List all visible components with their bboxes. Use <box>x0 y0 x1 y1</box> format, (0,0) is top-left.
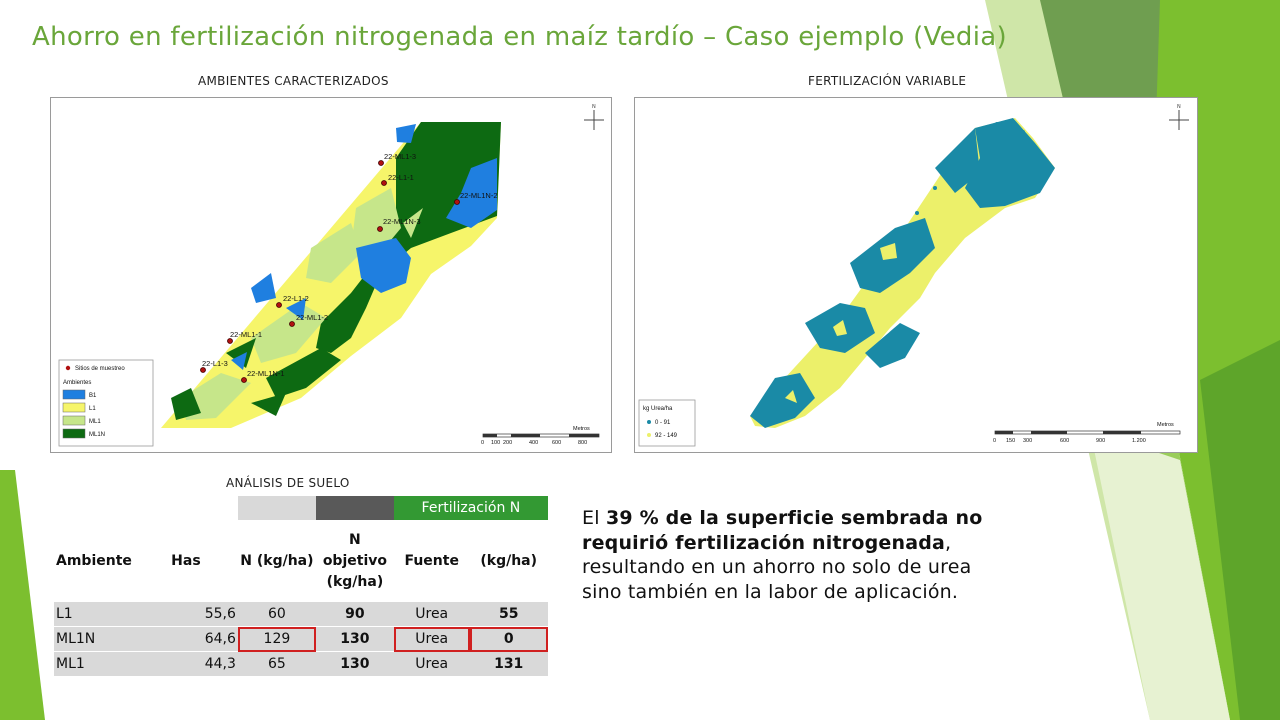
svg-text:800: 800 <box>578 440 587 446</box>
header-ambiente: Ambiente <box>56 553 132 569</box>
svg-text:600: 600 <box>1060 438 1069 444</box>
table-caption: ANÁLISIS DE SUELO <box>226 476 350 490</box>
soil-analysis-table: Fertilización N Ambiente Has N (kg/ha) N… <box>54 496 548 677</box>
highlighted-dosis-cell: 0 <box>469 626 548 652</box>
svg-text:Metros: Metros <box>1157 422 1174 428</box>
site-label: 22-ML1-3 <box>384 152 416 161</box>
svg-text:0: 0 <box>993 438 996 444</box>
highlight-text: 39 % de la superficie sembrada no requir… <box>582 507 983 554</box>
site-label: 22-ML1N-3 <box>383 217 421 226</box>
svg-text:Metros: Metros <box>573 426 590 432</box>
table-row: L1 55,6 60 90 Urea 55 <box>54 602 548 627</box>
ambientes-map: 22-ML1-3 22-L1-1 22-ML1N-2 22-ML1N-3 22-… <box>50 97 612 453</box>
svg-text:600: 600 <box>552 440 561 446</box>
legend-item-label: ML1N <box>89 432 105 438</box>
legend-item-label: ML1 <box>89 419 101 425</box>
fertilizacion-map: N kg Urea/ha 0 - 91 92 - 149 Metros 0 15… <box>634 97 1198 453</box>
left-map-caption: AMBIENTES CARACTERIZADOS <box>198 74 389 88</box>
group-header-fertilizacion: Fertilización N <box>393 496 548 520</box>
legend-title: kg Urea/ha <box>643 406 673 412</box>
svg-text:150: 150 <box>1006 438 1015 444</box>
header-has: Has <box>171 553 201 569</box>
header-n-objetivo: N objetivo (kg/ha) <box>322 531 387 590</box>
site-label: 22-L1-3 <box>202 359 228 368</box>
header-dosis: (kg/ha) <box>480 553 538 569</box>
svg-text:100: 100 <box>491 440 500 446</box>
svg-text:300: 300 <box>1023 438 1032 444</box>
highlighted-n-cell: 129 <box>237 626 316 652</box>
svg-text:1.200: 1.200 <box>1132 438 1146 444</box>
legend-item-label: 92 - 149 <box>655 433 678 439</box>
legend-item-label: B1 <box>89 393 97 399</box>
legend-points-label: Sitios de muestreo <box>75 366 125 372</box>
site-label: 22-L1-2 <box>283 294 309 303</box>
table-row: ML1 44,3 65 130 Urea 131 <box>54 651 548 677</box>
right-map-caption: FERTILIZACIÓN VARIABLE <box>808 74 967 88</box>
svg-text:200: 200 <box>503 440 512 446</box>
site-label: 22-ML1-2 <box>296 313 328 322</box>
svg-text:0: 0 <box>481 440 484 446</box>
svg-text:N: N <box>592 104 596 110</box>
header-n: N (kg/ha) <box>240 553 314 569</box>
header-fuente: Fuente <box>404 553 459 569</box>
svg-text:900: 900 <box>1096 438 1105 444</box>
site-label: 22-ML1N-2 <box>460 191 498 200</box>
summary-paragraph: El 39 % de la superficie sembrada no req… <box>582 507 983 603</box>
highlighted-fuente-cell: Urea <box>393 626 470 652</box>
scale-bar: Metros 0 150 300 600 900 1.200 <box>993 422 1181 444</box>
legend-group-label: Ambientes <box>63 380 91 386</box>
scale-bar: Metros 0 100 200 400 600 800 <box>481 426 600 446</box>
svg-text:N: N <box>1177 104 1181 110</box>
legend-item-label: 0 - 91 <box>655 420 671 426</box>
site-label: 22-ML1N-1 <box>247 369 285 378</box>
site-label: 22-L1-1 <box>388 173 414 182</box>
site-label: 22-ML1-1 <box>230 330 262 339</box>
slide-title: Ahorro en fertilización nitrogenada en m… <box>32 22 1007 52</box>
north-arrow-icon: N <box>1169 104 1189 130</box>
north-arrow-icon: N <box>584 104 604 130</box>
table-row: ML1N 64,6 129 130 Urea 0 <box>54 626 548 652</box>
legend-item-label: L1 <box>89 406 96 412</box>
svg-text:400: 400 <box>529 440 538 446</box>
